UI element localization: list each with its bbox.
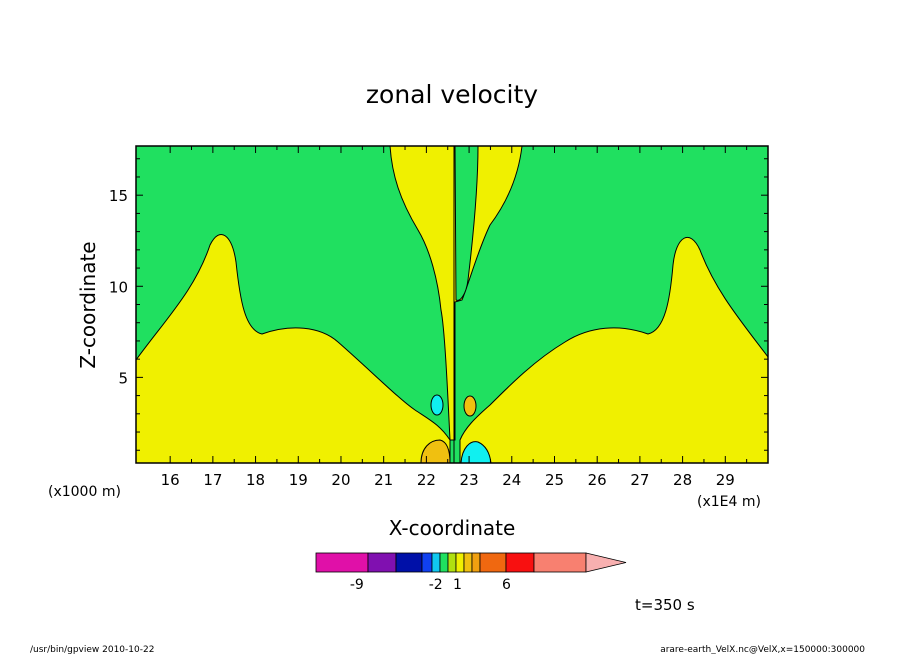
y-axis-ticks: 5 10 15 [109,158,768,451]
footer-right: arare-earth_VelX.nc@VelX,x=150000:300000 [660,645,865,654]
colorbar [315,552,627,573]
colorbar-label: 1 [453,577,462,593]
y-tick-label: 15 [109,187,128,205]
x-axis-unit: (x1E4 m) [697,494,761,510]
x-tick-label: 21 [374,471,393,489]
colorbar-segment [395,552,423,573]
colorbar-labels: -9 -2 1 6 [350,577,511,593]
colorbar-segment [455,552,465,573]
colorbar-segment [367,552,397,573]
y-tick-label: 5 [118,369,128,387]
x-axis-label: X-coordinate [389,516,516,540]
x-tick-label: 28 [673,471,692,489]
y-axis-label: Z-coordinate [76,241,100,368]
colorbar-segment [315,552,369,573]
colorbar-segment [431,552,441,573]
x-tick-label: 27 [630,471,649,489]
colorbar-segment [471,552,481,573]
colorbar-arrow [585,552,627,573]
y-axis-unit: (x1000 m) [48,484,121,500]
time-label: t=350 s [635,596,695,614]
x-tick-label: 17 [203,471,222,489]
colorbar-segment [533,552,587,573]
x-tick-label: 25 [545,471,564,489]
colorbar-segment [463,552,473,573]
negative-region-center-top [454,145,479,301]
x-tick-label: 20 [331,471,350,489]
positive-region-right [459,237,769,464]
footer-left: /usr/bin/gpview 2010-10-22 [30,645,154,654]
x-tick-label: 16 [161,471,180,489]
x-tick-label: 18 [246,471,265,489]
plot-area: 16 17 18 19 20 21 22 23 24 25 26 27 28 29 5 10 15 [109,145,769,489]
colorbar-segment [439,552,449,573]
x-tick-label: 24 [502,471,521,489]
colorbar-segment [421,552,433,573]
x-tick-label: 22 [417,471,436,489]
colorbar-segment [505,552,535,573]
colorbar-segment [479,552,507,573]
negative-blob-bottom [460,441,492,464]
x-axis-ticks: 16 17 18 19 20 21 22 23 24 25 26 27 28 29 [161,146,748,489]
positive-blob-bottom [420,439,451,464]
colorbar-segment [447,552,457,573]
negative-blob-upper [430,394,444,416]
positive-blob-upper [463,395,477,417]
y-tick-label: 10 [109,278,128,296]
colorbar-label: -9 [350,577,364,593]
positive-region-left [135,234,451,464]
x-tick-label: 29 [716,471,735,489]
colorbar-label: 6 [502,577,511,593]
colorbar-label: -2 [429,577,443,593]
x-tick-label: 26 [588,471,607,489]
x-tick-label: 23 [460,471,479,489]
x-tick-label: 19 [289,471,308,489]
chart-title: zonal velocity [366,80,538,109]
